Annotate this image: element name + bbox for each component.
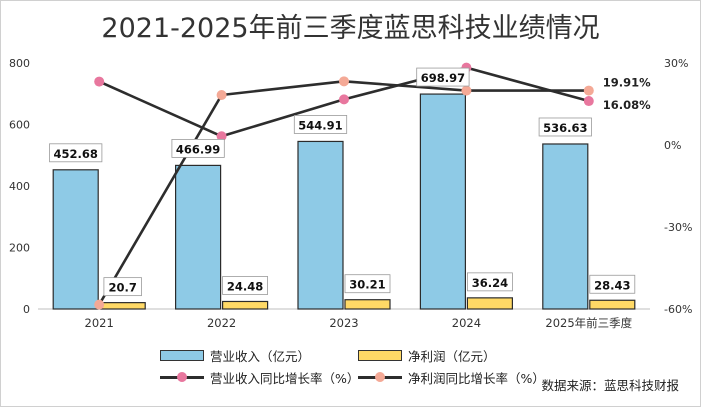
y-right-tick-label: 30% [664,57,688,70]
revenue-growth-end-label: 16.08% [603,98,651,112]
profit-data-label: 28.43 [594,278,630,292]
profit-bar [344,299,391,310]
profit-data-label: 36.24 [472,276,508,290]
legend-item-revenue: 营业收入（亿元） [160,346,310,364]
y-left-tick-label: 0 [23,303,30,316]
profit-data-label-box [344,274,391,294]
chart-title: 2021-2025年前三季度蓝思科技业绩情况 [101,13,600,44]
profit-data-label-box [222,276,269,295]
profit-data-label: 24.48 [227,279,263,293]
profit-data-label-box [466,272,513,292]
profit-data-label: 20.7 [109,281,137,295]
revenue-data-label-box [49,143,103,163]
profit-bar [99,302,146,310]
revenue-bar [542,143,589,310]
revenue-bar [419,93,466,310]
y-left-tick-label: 800 [9,57,30,70]
legend-item-profit: 净利润（亿元） [358,346,496,364]
y-left-tick-label: 200 [9,242,30,255]
revenue-bar [297,140,344,310]
legend: 营业收入（亿元） 净利润（亿元） 营业收入同比增长率（%） 净利润同比增长率（%… [150,346,550,390]
revenue-data-label: 544.91 [298,118,342,132]
legend-item-profit-growth: 净利润同比增长率（%） [358,368,545,386]
revenue-data-label: 698.97 [421,71,465,85]
legend-swatch-revenue [160,349,204,361]
revenue-data-label-box [171,139,225,158]
profit-data-label-box [589,274,636,294]
source-note: 数据来源：蓝思科技财报 [541,378,679,393]
legend-label-profit: 净利润（亿元） [408,348,496,364]
y-right-tick-label: -60% [664,303,692,316]
revenue-data-label-box [293,115,348,134]
y-right-tick-label: -30% [664,221,692,234]
profit-data-label-box [103,277,142,297]
profit-growth-end-label: 19.91% [603,76,651,90]
legend-swatch-profit-growth [358,371,402,383]
profit-bar [589,299,636,310]
revenue-data-label-box [538,117,592,137]
revenue-growth-marker [94,76,105,87]
y-left-tick-label: 600 [9,119,30,132]
revenue-bar [52,169,99,310]
legend-swatch-profit [358,349,402,361]
revenue-growth-marker [216,131,227,142]
x-tick-label: 2025年前三季度 [545,316,632,330]
legend-label-revenue-growth: 营业收入同比增长率（%） [210,370,360,386]
x-tick-label: 2024 [452,316,481,330]
profit-growth-marker [94,299,105,310]
legend-label-profit-growth: 净利润同比增长率（%） [408,370,545,386]
legend-swatch-revenue-growth [160,371,204,383]
revenue-data-label: 466.99 [176,142,220,156]
x-tick-label: 2021 [85,316,114,330]
x-tick-label: 2023 [329,316,358,330]
revenue-data-label: 452.68 [54,147,98,161]
profit-growth-marker [583,85,594,96]
revenue-data-label-box [416,67,470,87]
legend-item-revenue-growth: 营业收入同比增长率（%） [160,368,359,386]
revenue-data-label: 536.63 [543,121,587,135]
y-right-tick-label: 0% [664,139,681,152]
y-left-tick-label: 400 [9,180,30,193]
x-tick-label: 2022 [207,316,236,330]
revenue-growth-marker [583,96,594,107]
revenue-growth-marker [339,94,349,105]
revenue-bar [175,164,222,310]
legend-label-revenue: 营业收入（亿元） [210,348,311,364]
profit-bar [222,300,269,310]
profit-growth-marker [216,89,227,100]
profit-growth-marker [339,76,349,87]
profit-data-label: 30.21 [349,278,385,292]
profit-bar [466,297,513,310]
profit-growth-marker [461,85,472,96]
